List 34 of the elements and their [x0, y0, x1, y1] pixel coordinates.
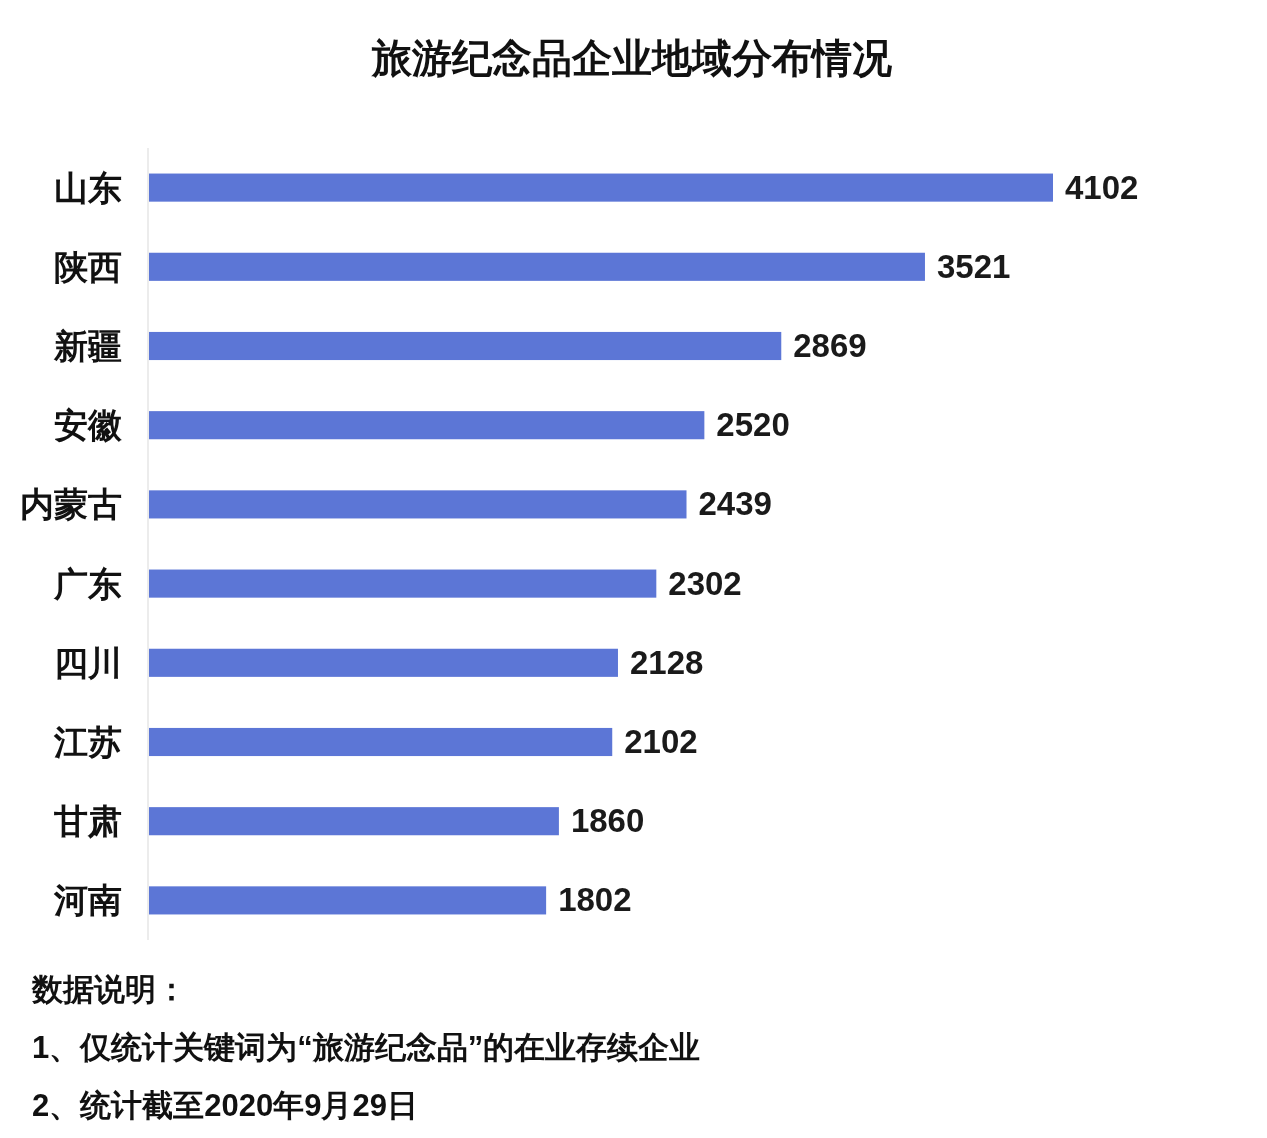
y-tick-label: 安徽 — [54, 406, 123, 445]
bar — [149, 807, 559, 836]
bar — [149, 173, 1053, 202]
y-tick-label: 四川 — [54, 643, 122, 682]
y-tick-label: 新疆 — [53, 327, 122, 365]
bar — [149, 411, 705, 440]
y-tick-label: 内蒙古 — [20, 485, 122, 524]
bar — [149, 252, 925, 281]
data-label: 2128 — [629, 643, 704, 681]
text: 1、仅统计关键词为“旅游纪念品”的在业存续企业 — [32, 1030, 701, 1065]
text: 数据说明： — [31, 972, 187, 1007]
data-label: 2302 — [668, 564, 742, 602]
data-label: 1860 — [570, 802, 645, 840]
data-label: 2102 — [624, 723, 698, 760]
data-label: 2520 — [716, 406, 790, 444]
data-label: 3521 — [936, 247, 1011, 285]
bar — [149, 569, 657, 598]
data-label: 2869 — [793, 327, 867, 364]
y-tick-label: 广东 — [53, 564, 122, 603]
y-tick-label: 甘肃 — [53, 802, 122, 841]
data-label: 2439 — [698, 485, 772, 523]
bar — [149, 490, 687, 519]
bar — [149, 886, 547, 915]
bar — [149, 648, 618, 677]
data-label: 1802 — [558, 881, 632, 919]
y-tick-label: 陕西 — [54, 247, 122, 286]
chart-title: 旅游纪念品企业地域分布情况 — [371, 36, 892, 80]
data-label: 4102 — [1065, 168, 1139, 206]
bar — [149, 727, 613, 757]
text: 2、统计截至2020年9月29日 — [32, 1088, 418, 1123]
bar — [149, 331, 782, 361]
y-tick-label: 江苏 — [53, 723, 122, 761]
y-tick-label: 山东 — [54, 168, 122, 207]
y-tick-label: 河南 — [53, 881, 122, 920]
